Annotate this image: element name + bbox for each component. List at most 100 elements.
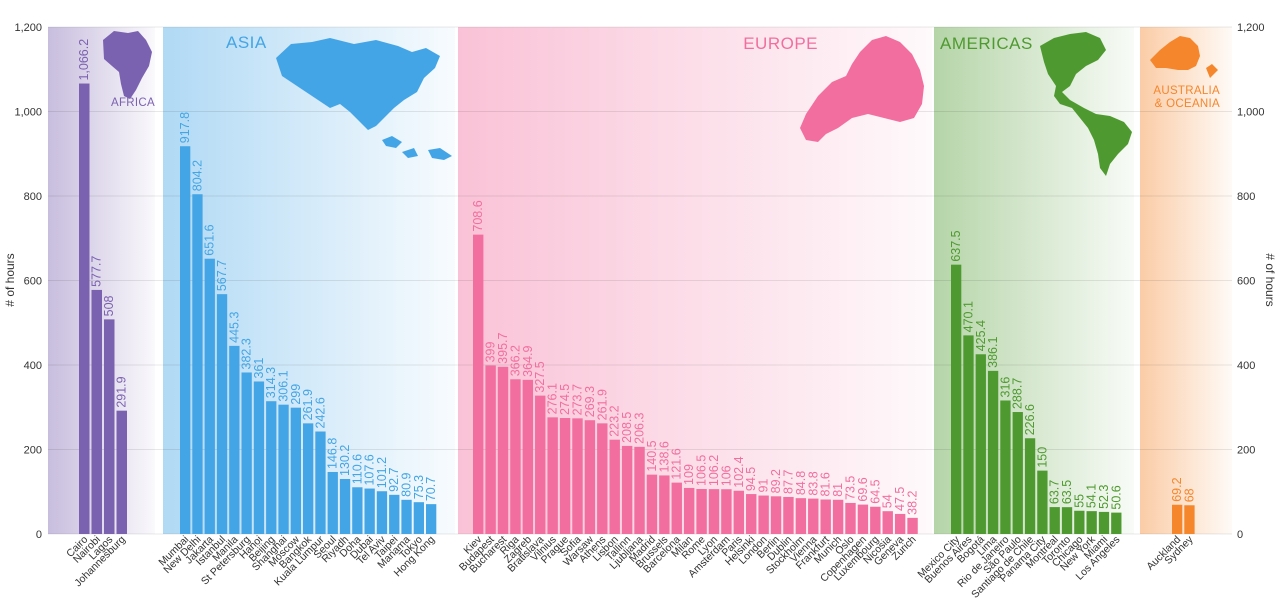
value-label: 242.6 — [313, 397, 327, 428]
value-label: 121.6 — [670, 448, 684, 479]
value-label: 83.8 — [806, 471, 820, 495]
bar — [266, 401, 277, 534]
bar — [229, 345, 240, 534]
bar — [671, 482, 682, 534]
value-label: 269.3 — [583, 386, 597, 417]
value-label: 208.5 — [620, 412, 634, 443]
bar — [795, 498, 807, 534]
region-name-australia: AUSTRALIA & OCEANIA — [1153, 85, 1220, 110]
value-label: 470.1 — [961, 301, 975, 332]
australia-map-icon — [1150, 36, 1218, 78]
bar — [180, 146, 191, 535]
y-tick-right: 1,000 — [1237, 107, 1265, 119]
value-label: 288.7 — [1011, 378, 1025, 409]
value-label: 106.5 — [695, 455, 709, 486]
value-label: 64.5 — [868, 479, 882, 503]
americas-map-icon — [1040, 32, 1132, 176]
bar — [376, 491, 388, 534]
bar — [559, 418, 571, 534]
bar — [192, 194, 203, 535]
bar — [389, 494, 400, 534]
value-label: 73.5 — [844, 476, 858, 500]
bar — [783, 496, 794, 534]
bar — [975, 354, 986, 534]
region-name-africa: AFRICA — [111, 97, 155, 109]
bar — [522, 379, 534, 534]
bar — [987, 370, 999, 534]
africa-map-icon — [103, 31, 152, 99]
value-label: 274.5 — [558, 384, 572, 415]
bar — [364, 488, 375, 534]
bar — [1024, 438, 1036, 534]
bar — [1098, 511, 1110, 534]
bar — [104, 319, 115, 534]
value-label: 75.3 — [412, 475, 426, 499]
value-label: 146.8 — [326, 438, 340, 469]
value-label: 94.5 — [744, 467, 758, 491]
value-label: 63.5 — [1060, 480, 1074, 504]
bar — [327, 471, 338, 534]
value-label: 804.2 — [190, 160, 204, 191]
y-tick-left: 600 — [24, 276, 42, 288]
bar — [497, 366, 509, 534]
value-label: 917.8 — [178, 112, 192, 143]
value-label: 81.6 — [819, 472, 833, 496]
bar — [303, 423, 314, 534]
y-tick-right: 600 — [1237, 276, 1255, 288]
value-label: 54.1 — [1085, 484, 1099, 508]
value-label: 63.7 — [1048, 480, 1062, 504]
value-label: 567.7 — [215, 260, 229, 291]
value-label: 150 — [1035, 447, 1049, 468]
region-band-australia — [1140, 27, 1232, 534]
bar — [646, 474, 658, 534]
value-label: 106.2 — [707, 455, 721, 486]
y-tick-left: 400 — [24, 360, 42, 372]
value-label: 54 — [881, 494, 895, 508]
bar — [758, 495, 769, 534]
bar — [339, 478, 351, 534]
bar — [473, 234, 484, 534]
bar — [290, 407, 301, 534]
value-label: 69.2 — [1170, 477, 1184, 501]
bar — [746, 494, 757, 534]
bar — [770, 496, 782, 534]
y-tick-right: 1,200 — [1237, 22, 1265, 34]
bar — [634, 446, 645, 534]
value-label: 52.3 — [1097, 485, 1111, 509]
value-label: 306.1 — [277, 370, 291, 401]
bar — [1012, 412, 1023, 534]
value-label: 261.9 — [595, 389, 609, 420]
bar — [894, 513, 906, 534]
value-label: 577.7 — [90, 256, 104, 287]
bar — [91, 289, 102, 534]
bar — [870, 506, 881, 534]
y-tick-left: 1,000 — [14, 107, 42, 119]
bar — [584, 420, 596, 534]
region-name-europe: EUROPE — [743, 34, 818, 53]
bar — [951, 264, 962, 534]
bar — [1172, 504, 1183, 534]
value-label: 68 — [1182, 488, 1196, 502]
bar — [1037, 470, 1048, 535]
value-label: 364.9 — [521, 346, 535, 377]
value-label: 55 — [1072, 494, 1086, 508]
value-label: 508 — [102, 295, 116, 316]
value-label: 316 — [998, 377, 1012, 398]
value-label: 1,066.2 — [77, 39, 91, 81]
value-label: 130.2 — [338, 445, 352, 476]
value-label: 327.5 — [533, 361, 547, 392]
bar — [216, 294, 228, 534]
value-label: 109 — [682, 464, 696, 485]
bar — [845, 502, 856, 534]
bar — [547, 417, 558, 534]
bar — [733, 490, 745, 534]
y-axis-title-right: # of hours — [1263, 253, 1277, 306]
value-label: 386.1 — [986, 337, 1000, 368]
value-label: 206.3 — [633, 413, 647, 444]
value-label: 140.5 — [645, 440, 659, 471]
bar — [708, 489, 720, 534]
value-label: 110.6 — [350, 454, 364, 484]
bar — [572, 418, 583, 534]
